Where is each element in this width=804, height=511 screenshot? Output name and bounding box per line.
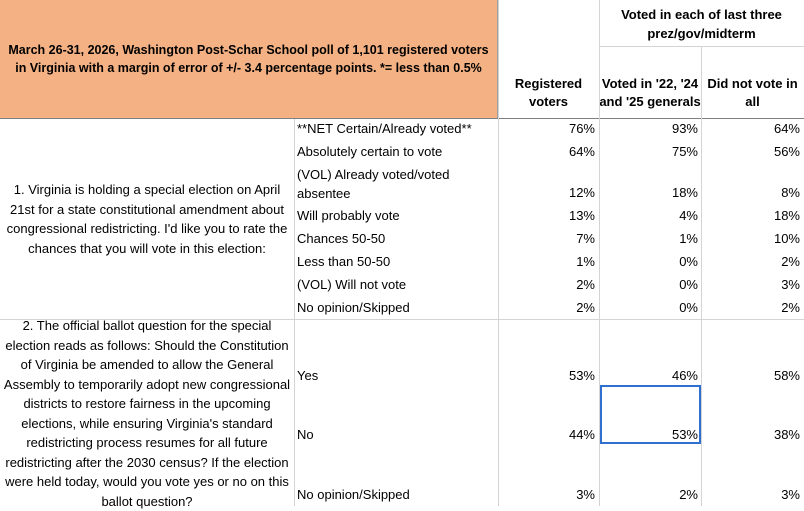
q1-registered-value: 7% [576,231,595,246]
q1-voted-all-value: 18% [671,185,698,200]
grid-line [599,0,600,506]
question-2-text: 2. The official ballot question for the … [3,318,291,509]
q1-response-label: No opinion/Skipped [297,300,410,315]
q1-registered-value: 76% [568,121,595,136]
q1-voted-all-value: 4% [679,208,698,223]
q2-registered-value: 53% [568,368,595,383]
q1-voted-all-value: 93% [671,121,698,136]
q1-did-not-vote-value: 3% [781,277,800,292]
grid-line [498,0,499,506]
q1-voted-all-value: 0% [679,277,698,292]
grid-line [294,119,295,506]
q1-registered-value: 13% [568,208,595,223]
q1-registered-value: 1% [576,254,595,269]
q1-voted-all-value: 1% [679,231,698,246]
q2-did-not-vote-value: 58% [773,368,800,383]
q1-did-not-vote-value: 64% [773,121,800,136]
q2-voted-all-value: 2% [679,487,698,502]
q1-did-not-vote-value: 8% [781,185,800,200]
q1-registered-value: 64% [568,144,595,159]
q2-voted-all-value: 53% [671,427,698,442]
q2-response-label: Yes [297,368,319,383]
q2-registered-value: 3% [576,487,595,502]
table-title: March 26-31, 2026, Washington Post-Schar… [0,0,498,118]
q1-did-not-vote-value: 2% [781,254,800,269]
q1-did-not-vote-value: 10% [773,231,800,246]
selected-cell[interactable] [600,385,701,444]
q1-response-label: **NET Certain/Already voted** [297,121,472,136]
q1-response-label: Will probably vote [297,208,400,223]
q1-did-not-vote-value: 18% [773,208,800,223]
q2-did-not-vote-value: 38% [773,427,800,442]
col-header-voted-all: Voted in '22, '24 and '25 generals [599,76,701,109]
q1-response-label: Chances 50-50 [297,231,386,246]
q2-voted-all-value: 46% [671,368,698,383]
q1-response-label: (VOL) Already voted/voted absentee [297,167,450,201]
q2-response-label: No opinion/Skipped [297,487,410,502]
q1-did-not-vote-value: 2% [781,300,800,315]
q2-response-label: No [297,427,314,442]
q1-registered-value: 12% [568,185,595,200]
q1-registered-value: 2% [576,277,595,292]
q2-registered-value: 44% [568,427,595,442]
grid-line [701,46,702,506]
q1-response-label: Less than 50-50 [297,254,391,269]
column-group-header: Voted in each of last three prez/gov/mid… [621,7,782,41]
q1-response-label: Absolutely certain to vote [297,144,443,159]
question-1-text: 1. Virginia is holding a special electio… [6,182,288,256]
q1-registered-value: 2% [576,300,595,315]
q1-voted-all-value: 75% [671,144,698,159]
q2-did-not-vote-value: 3% [781,487,800,502]
q1-voted-all-value: 0% [679,300,698,315]
q1-voted-all-value: 0% [679,254,698,269]
question-divider [0,319,804,320]
col-header-registered: Registered voters [514,76,583,109]
q1-did-not-vote-value: 56% [773,144,800,159]
col-header-did-not-vote: Did not vote in all [707,76,798,109]
header-divider [0,118,804,119]
q1-response-label: (VOL) Will not vote [297,277,407,292]
